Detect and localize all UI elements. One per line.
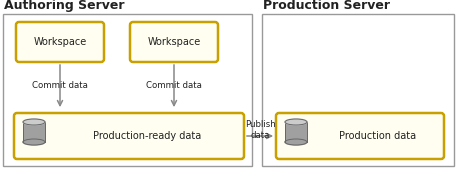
Text: Workspace: Workspace <box>33 37 87 47</box>
FancyBboxPatch shape <box>130 22 218 62</box>
Text: Production Server: Production Server <box>263 0 390 12</box>
Text: Production-ready data: Production-ready data <box>93 131 201 141</box>
FancyBboxPatch shape <box>16 22 104 62</box>
Bar <box>285 122 307 142</box>
Text: Authoring Server: Authoring Server <box>4 0 125 12</box>
Ellipse shape <box>285 139 307 145</box>
Ellipse shape <box>23 119 45 125</box>
Bar <box>3 14 252 166</box>
Ellipse shape <box>285 119 307 125</box>
Bar <box>262 14 454 166</box>
Text: Commit data: Commit data <box>32 82 88 90</box>
Ellipse shape <box>23 139 45 145</box>
FancyBboxPatch shape <box>14 113 244 159</box>
Text: Publish
data: Publish data <box>245 120 275 140</box>
FancyBboxPatch shape <box>276 113 444 159</box>
Text: Commit data: Commit data <box>146 82 202 90</box>
Bar <box>23 122 45 142</box>
Text: Workspace: Workspace <box>147 37 201 47</box>
Text: Production data: Production data <box>339 131 417 141</box>
